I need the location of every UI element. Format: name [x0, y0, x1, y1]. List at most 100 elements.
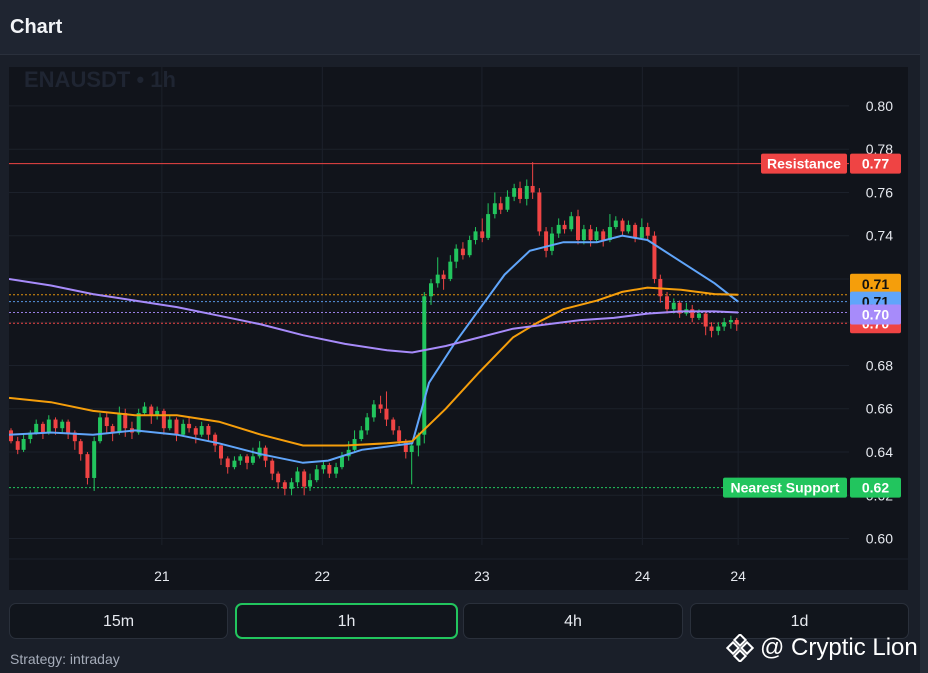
candle-body [633, 224, 638, 238]
price-badges: Resistance 0.77 Nearest Support 0.62 0.70 0.7… [723, 153, 901, 498]
ma-value-badge-text: 0.71 [862, 276, 889, 292]
candle-body [734, 320, 739, 325]
watermark-text: @ Cryptic Lion [760, 634, 918, 661]
candle-body [512, 188, 517, 197]
candle-body [537, 192, 542, 232]
chart-canvas[interactable]: ENAUSDT • 1h 0.800.780.760.740.720.700.6… [9, 67, 908, 590]
candle-body [480, 231, 485, 238]
moving-averages [9, 234, 739, 464]
moving-average-line [9, 234, 739, 464]
level-name-badge: Nearest Support [723, 477, 847, 498]
candle-body [703, 313, 708, 327]
candle-body [581, 229, 586, 241]
candle-body [34, 423, 39, 433]
candle-body [314, 469, 319, 481]
candle-body [199, 426, 204, 435]
candle-body [403, 441, 408, 452]
candle-body [142, 406, 147, 414]
candle-body [155, 410, 160, 416]
price-chart[interactable]: ENAUSDT • 1h 0.800.780.760.740.720.700.6… [9, 67, 908, 590]
candle-body [601, 231, 606, 241]
candle-body [213, 434, 218, 446]
ma-value-badge-bg [850, 304, 901, 325]
symbol-watermark: ENAUSDT • 1h [24, 67, 176, 92]
y-tick-label: 0.78 [866, 141, 893, 157]
y-tick-label: 0.68 [866, 357, 893, 373]
strategy-label: Strategy: intraday [10, 651, 120, 667]
candle-body [72, 432, 77, 442]
candle-body [448, 261, 453, 279]
level-value-badge: 0.62 [850, 477, 901, 498]
timeframe-15m-button[interactable]: 15m [9, 603, 228, 639]
candle-body [371, 404, 376, 418]
candle-body [238, 456, 243, 461]
candle-body [696, 313, 701, 318]
y-tick-label: 0.60 [866, 531, 893, 547]
candle-body [28, 432, 33, 440]
candle-body [98, 417, 103, 442]
candle-body [295, 471, 300, 483]
timeframe-4h-button[interactable]: 4h [463, 603, 683, 639]
y-tick-label: 0.66 [866, 401, 893, 417]
candle-body [167, 419, 172, 429]
candle-body [562, 224, 567, 230]
x-tick-label: 22 [315, 568, 331, 584]
candle-body [21, 439, 26, 450]
candle-body [556, 224, 561, 234]
candle-body [416, 434, 421, 446]
level-name-badge-bg [723, 477, 847, 498]
candle-body [397, 430, 402, 442]
candle-body [690, 309, 695, 318]
candlesticks [9, 162, 739, 496]
candle-body [645, 227, 650, 236]
level-value-badge-text: 0.62 [862, 480, 889, 496]
candle-body [92, 441, 97, 478]
level-value-badge-text: 0.77 [862, 156, 889, 172]
candle-body [117, 413, 122, 433]
binance-diamond-icon [726, 634, 754, 662]
candle-body [716, 326, 721, 331]
price-levels [9, 163, 849, 489]
candle-body [46, 419, 51, 433]
level-name-badge-bg [761, 153, 847, 174]
level-value-badge-bg [850, 153, 901, 174]
candle-body [677, 302, 682, 314]
candle-body [722, 322, 727, 327]
candle-body [302, 471, 307, 487]
candle-body [473, 231, 478, 241]
scrollbar[interactable] [920, 0, 928, 673]
candle-body [409, 445, 414, 452]
candle-body [620, 220, 625, 232]
candle-body [454, 248, 459, 262]
timeframe-1d-button[interactable]: 1d [690, 603, 909, 639]
candle-body [123, 413, 128, 429]
candle-body [308, 480, 313, 487]
x-tick-label: 24 [730, 568, 746, 584]
candle-body [334, 467, 339, 474]
candle-body [282, 482, 287, 489]
candle-body [486, 214, 491, 238]
candle-body [66, 421, 71, 433]
candle-body [518, 188, 523, 199]
level-name-badge-text: Nearest Support [731, 480, 840, 496]
y-tick-label: 0.76 [866, 184, 893, 200]
candle-body [384, 408, 389, 420]
candle-body [40, 423, 45, 433]
timeframe-1h-button[interactable]: 1h [235, 603, 458, 639]
candle-body [181, 423, 186, 435]
candle-body [245, 456, 250, 463]
candle-body [206, 426, 211, 435]
candle-body [588, 229, 593, 241]
chart-header: Chart [0, 0, 920, 55]
candle-body [639, 227, 644, 238]
candle-body [9, 430, 13, 442]
candle-body [276, 473, 281, 483]
moving-average-line [9, 278, 739, 354]
y-tick-label: 0.80 [866, 98, 893, 114]
candle-body [365, 417, 370, 431]
candle-body [53, 419, 58, 429]
candle-body [232, 460, 237, 468]
candle-body [321, 464, 326, 470]
ma-value-badge-text: 0.70 [862, 306, 889, 322]
candle-body [441, 274, 446, 279]
